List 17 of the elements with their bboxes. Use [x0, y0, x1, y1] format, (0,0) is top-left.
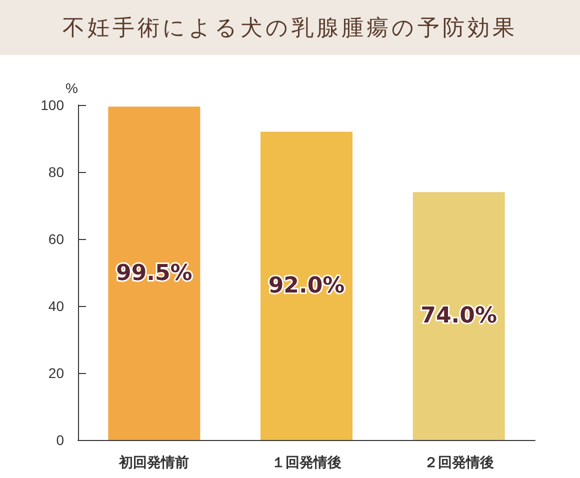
x-tick-label: ２回発情後	[424, 455, 494, 471]
y-tick-label: 60	[48, 231, 64, 247]
data-label: 92.0%	[268, 273, 345, 298]
y-tick-label: 20	[48, 365, 64, 381]
x-tick-label: 初回発情前	[118, 454, 190, 471]
y-tick-label: 100	[40, 97, 64, 113]
bar	[412, 192, 505, 440]
data-label: 74.0%	[420, 304, 497, 329]
chart-title: 不妊手術による犬の乳腺腫瘍の予防効果	[0, 0, 580, 55]
y-tick-label: 0	[56, 432, 64, 448]
bar	[260, 132, 352, 440]
y-tick-label: 80	[48, 164, 64, 180]
y-axis-title: %	[66, 80, 78, 96]
y-tick-label: 40	[48, 298, 64, 314]
data-label: 99.5%	[116, 260, 192, 286]
bar	[108, 106, 200, 440]
x-tick-label: １回発情後	[272, 455, 342, 471]
